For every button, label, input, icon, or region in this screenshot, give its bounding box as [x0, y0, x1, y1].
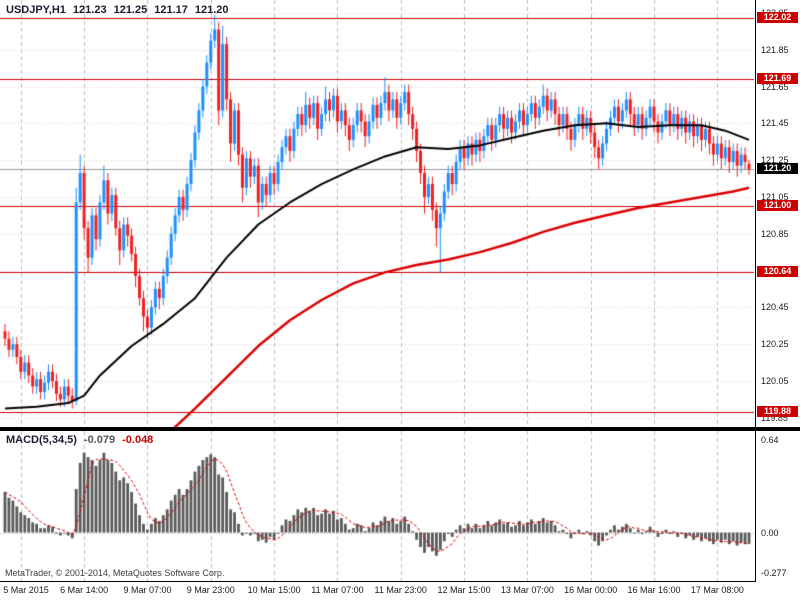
time-tick-label: 9 Mar 07:00	[123, 585, 172, 595]
time-tick-label: 5 Mar 2015	[3, 585, 49, 595]
level-price-box: 120.64	[757, 266, 798, 278]
price-tick-label: 120.05	[761, 375, 789, 386]
price-axis: 122.05121.85121.65121.45121.25121.05120.…	[756, 0, 800, 600]
price-chart-canvas[interactable]	[0, 0, 754, 427]
price-tick-label: 120.25	[761, 339, 789, 350]
price-tick-label: 120.85	[761, 228, 789, 239]
time-tick-label: 17 Mar 08:00	[690, 585, 744, 595]
close-value: 121.20	[194, 4, 229, 16]
ohlc-readout: USDJPY,H1 121.23 121.25 121.17 121.20	[6, 4, 236, 16]
low-value: 121.17	[154, 4, 188, 16]
time-tick-label: 11 Mar 07:00	[311, 585, 364, 595]
price-tick-label: 119.85	[761, 412, 788, 423]
macd-main-value: -0.079	[83, 434, 116, 446]
time-tick-label: 11 Mar 23:00	[374, 585, 427, 595]
high-value: 121.25	[113, 4, 148, 16]
macd-tick-label: 0.00	[761, 527, 779, 538]
macd-label: MACD(5,34,5)	[6, 434, 77, 446]
price-tick-label: 121.65	[761, 81, 789, 92]
price-tick-label: 121.45	[761, 118, 789, 129]
level-price-box: 121.00	[757, 200, 798, 212]
pane-divider[interactable]	[0, 427, 800, 431]
price-tick-label: 121.25	[761, 155, 789, 166]
copyright-text: MetaTrader, © 2001-2014, MetaQuotes Soft…	[5, 568, 225, 578]
price-tick-label: 120.45	[761, 302, 789, 313]
macd-chart-canvas[interactable]	[0, 431, 754, 581]
time-tick-label: 16 Mar 00:00	[564, 585, 618, 595]
price-axis-border	[755, 0, 756, 581]
time-tick-label: 16 Mar 16:00	[627, 585, 681, 595]
current-price-box: 121.20	[757, 163, 798, 175]
macd-tick-label: -0.277	[761, 567, 787, 578]
time-tick-label: 9 Mar 23:00	[186, 585, 235, 595]
level-price-box: 119.88	[757, 406, 798, 418]
time-tick-label: 13 Mar 07:00	[500, 585, 554, 595]
time-axis: 5 Mar 2015 6 Mar 14:00 9 Mar 07:00 9 Mar 23…	[0, 582, 756, 600]
time-tick-label: 12 Mar 15:00	[437, 585, 491, 595]
macd-tick-label: 0.64	[761, 434, 779, 445]
price-tick-label: 121.85	[761, 44, 789, 55]
macd-readout: MACD(5,34,5) -0.079 -0.048	[6, 434, 160, 446]
time-tick-label: 6 Mar 14:00	[60, 585, 109, 595]
level-price-box: 122.02	[757, 12, 798, 24]
price-tick-label: 121.05	[761, 191, 789, 202]
open-value: 121.23	[72, 4, 107, 16]
time-axis-border	[0, 581, 800, 582]
macd-signal-value: -0.048	[122, 434, 154, 446]
level-price-box: 121.69	[757, 73, 798, 85]
time-tick-label: 10 Mar 15:00	[247, 585, 301, 595]
symbol-label: USDJPY,H1	[6, 4, 66, 16]
